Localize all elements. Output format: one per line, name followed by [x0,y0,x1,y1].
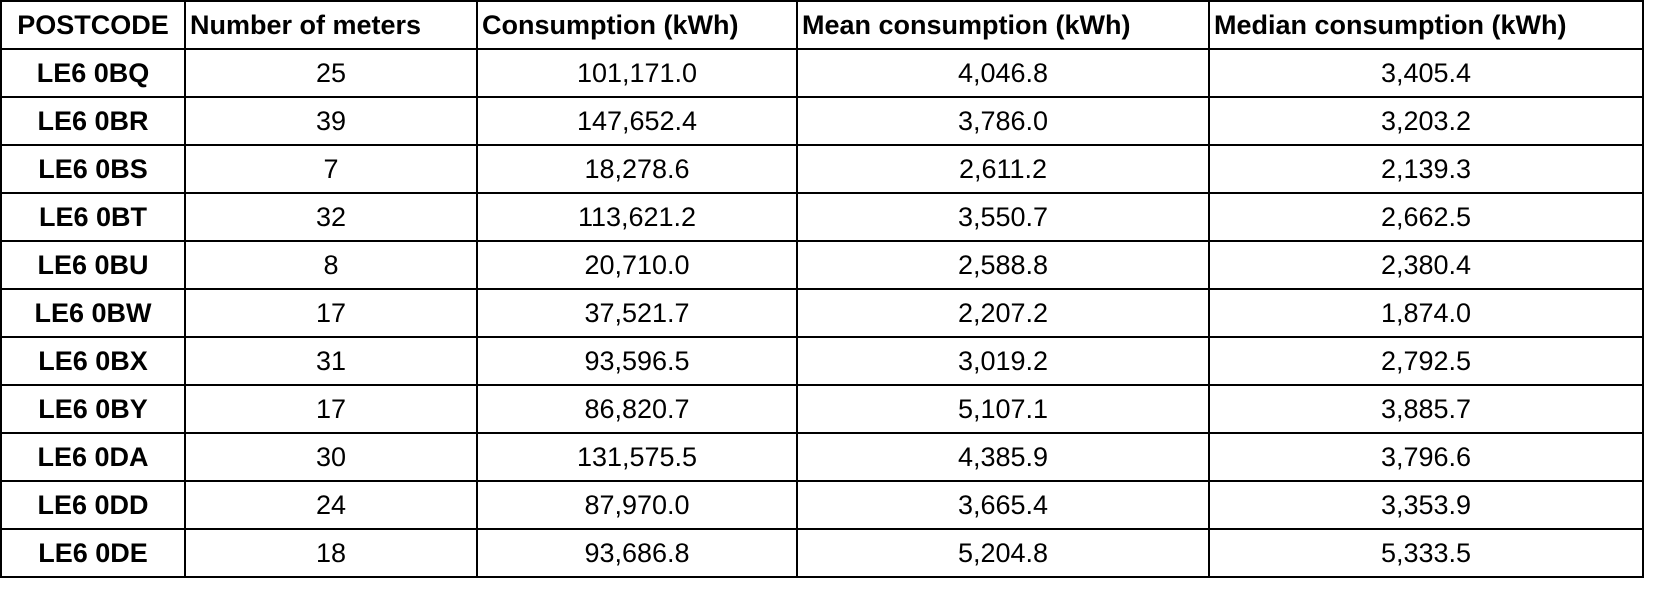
median-cell: 3,405.4 [1208,48,1644,98]
postcode-cell: LE6 0BU [0,240,186,290]
mean-cell: 3,550.7 [796,192,1210,242]
meters-cell: 31 [184,336,478,386]
header-row: POSTCODE Number of meters Consumption (k… [0,0,1644,50]
median-cell: 5,333.5 [1208,528,1644,578]
consumption-cell: 20,710.0 [476,240,798,290]
mean-cell: 2,588.8 [796,240,1210,290]
table-row: LE6 0DD 24 87,970.0 3,665.4 3,353.9 [0,480,1644,530]
meters-cell: 32 [184,192,478,242]
consumption-cell: 131,575.5 [476,432,798,482]
consumption-cell: 86,820.7 [476,384,798,434]
meters-cell: 24 [184,480,478,530]
consumption-cell: 37,521.7 [476,288,798,338]
postcode-cell: LE6 0BR [0,96,186,146]
mean-cell: 2,207.2 [796,288,1210,338]
mean-cell: 4,385.9 [796,432,1210,482]
consumption-cell: 101,171.0 [476,48,798,98]
table-row: LE6 0BR 39 147,652.4 3,786.0 3,203.2 [0,96,1644,146]
postcode-cell: LE6 0DE [0,528,186,578]
meters-cell: 30 [184,432,478,482]
mean-cell: 5,204.8 [796,528,1210,578]
mean-cell: 3,786.0 [796,96,1210,146]
median-cell: 2,792.5 [1208,336,1644,386]
consumption-cell: 87,970.0 [476,480,798,530]
header-consumption: Consumption (kWh) [476,0,798,50]
consumption-cell: 18,278.6 [476,144,798,194]
median-cell: 3,353.9 [1208,480,1644,530]
header-postcode: POSTCODE [0,0,186,50]
meters-cell: 39 [184,96,478,146]
table-row: LE6 0BQ 25 101,171.0 4,046.8 3,405.4 [0,48,1644,98]
mean-cell: 3,019.2 [796,336,1210,386]
postcode-cell: LE6 0BY [0,384,186,434]
meters-cell: 18 [184,528,478,578]
postcode-cell: LE6 0BX [0,336,186,386]
meters-cell: 8 [184,240,478,290]
median-cell: 2,380.4 [1208,240,1644,290]
median-cell: 2,139.3 [1208,144,1644,194]
mean-cell: 2,611.2 [796,144,1210,194]
postcode-cell: LE6 0DD [0,480,186,530]
consumption-table: POSTCODE Number of meters Consumption (k… [0,0,1644,578]
median-cell: 1,874.0 [1208,288,1644,338]
header-number-of-meters: Number of meters [184,0,478,50]
postcode-cell: LE6 0BT [0,192,186,242]
meters-cell: 17 [184,288,478,338]
consumption-cell: 113,621.2 [476,192,798,242]
table-row: LE6 0BX 31 93,596.5 3,019.2 2,792.5 [0,336,1644,386]
meters-cell: 25 [184,48,478,98]
table-row: LE6 0DE 18 93,686.8 5,204.8 5,333.5 [0,528,1644,578]
header-median-consumption: Median consumption (kWh) [1208,0,1644,50]
median-cell: 3,203.2 [1208,96,1644,146]
table-row: LE6 0BS 7 18,278.6 2,611.2 2,139.3 [0,144,1644,194]
meters-cell: 17 [184,384,478,434]
postcode-cell: LE6 0BS [0,144,186,194]
mean-cell: 3,665.4 [796,480,1210,530]
consumption-cell: 93,686.8 [476,528,798,578]
table-row: LE6 0BT 32 113,621.2 3,550.7 2,662.5 [0,192,1644,242]
meters-cell: 7 [184,144,478,194]
table-row: LE6 0BY 17 86,820.7 5,107.1 3,885.7 [0,384,1644,434]
mean-cell: 4,046.8 [796,48,1210,98]
median-cell: 3,796.6 [1208,432,1644,482]
table-row: LE6 0BW 17 37,521.7 2,207.2 1,874.0 [0,288,1644,338]
consumption-cell: 147,652.4 [476,96,798,146]
median-cell: 2,662.5 [1208,192,1644,242]
header-mean-consumption: Mean consumption (kWh) [796,0,1210,50]
postcode-cell: LE6 0DA [0,432,186,482]
table-row: LE6 0DA 30 131,575.5 4,385.9 3,796.6 [0,432,1644,482]
postcode-cell: LE6 0BW [0,288,186,338]
table-row: LE6 0BU 8 20,710.0 2,588.8 2,380.4 [0,240,1644,290]
consumption-cell: 93,596.5 [476,336,798,386]
median-cell: 3,885.7 [1208,384,1644,434]
mean-cell: 5,107.1 [796,384,1210,434]
postcode-cell: LE6 0BQ [0,48,186,98]
